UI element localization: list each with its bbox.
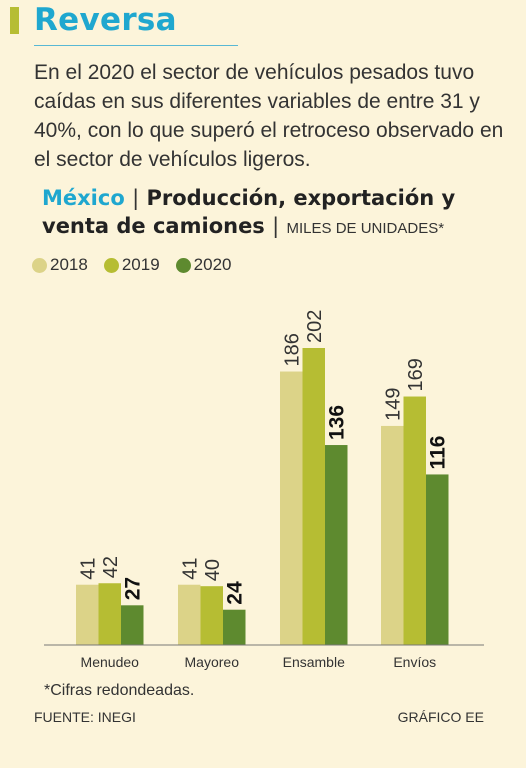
title-underline <box>34 45 238 46</box>
legend-label-2018: 2018 <box>50 255 88 274</box>
legend-label-2020: 2020 <box>193 255 232 274</box>
bar-ensamble-2020 <box>325 445 348 645</box>
page-title: Reversa <box>34 2 177 38</box>
title-accent-bar <box>10 7 19 34</box>
data-label-mayoreo-2020: 24 <box>223 581 246 605</box>
chart-legend: 2018 2019 2020 <box>32 254 247 276</box>
data-label-envios-2019: 169 <box>405 358 427 391</box>
bar-mayoreo-2019 <box>200 586 223 645</box>
bar-menudeo-2019 <box>98 583 121 645</box>
chart-title: Producción, exportación y venta de camio… <box>42 186 456 238</box>
chart-heading-separator: | <box>132 186 140 210</box>
legend-swatch-2020 <box>175 257 191 273</box>
legend-swatch-2018 <box>32 257 47 273</box>
chart-heading: México | Producción, exportación y venta… <box>42 184 512 243</box>
bar-envios-2019 <box>403 396 426 645</box>
source-note: FUENTE: INEGI <box>34 709 136 725</box>
data-label-menudeo-2020: 27 <box>121 577 144 600</box>
intro-text: En el 2020 el sector de vehículos pesado… <box>34 61 504 171</box>
legend-item-2020: 2020 <box>175 255 232 275</box>
data-label-envios-2018: 149 <box>382 388 404 421</box>
legend-item-2018: 2018 <box>32 255 88 275</box>
data-label-ensamble-2020: 136 <box>325 405 348 440</box>
category-label-menudeo: Menudeo <box>81 654 140 670</box>
footnote: *Cifras redondeadas. <box>44 682 195 699</box>
category-label-ensamble: Ensamble <box>283 654 345 670</box>
chart-units-separator: | <box>272 214 280 238</box>
chart-heading-country: México <box>42 186 125 210</box>
graphic-credit: GRÁFICO EE <box>397 709 484 725</box>
data-label-menudeo-2018: 41 <box>77 557 99 579</box>
category-label-envios: Envíos <box>393 654 436 670</box>
data-label-envios-2020: 116 <box>426 436 449 470</box>
bar-mayoreo-2018 <box>178 584 201 645</box>
legend-item-2019: 2019 <box>103 255 160 275</box>
legend-label-2019: 2019 <box>121 255 160 274</box>
data-label-menudeo-2019: 42 <box>100 556 122 578</box>
bar-ensamble-2019 <box>302 348 325 645</box>
data-label-mayoreo-2018: 41 <box>179 557 201 579</box>
bar-mayoreo-2020 <box>223 609 246 645</box>
chart-units: MILES DE UNIDADES* <box>286 220 445 237</box>
legend-swatch-2019 <box>103 257 119 273</box>
data-label-mayoreo-2019: 40 <box>202 559 224 581</box>
category-label-mayoreo: Mayoreo <box>185 654 240 670</box>
data-label-ensamble-2018: 186 <box>281 333 303 366</box>
bar-envios-2018 <box>381 425 404 645</box>
bar-menudeo-2020 <box>121 605 144 645</box>
bar-menudeo-2018 <box>76 584 99 645</box>
data-label-ensamble-2019: 202 <box>304 310 326 343</box>
bar-envios-2020 <box>426 474 449 645</box>
bar-ensamble-2018 <box>280 371 303 645</box>
